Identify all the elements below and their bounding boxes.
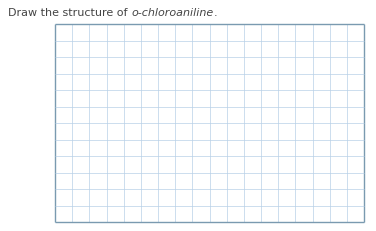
Text: Draw the structure of: Draw the structure of (8, 8, 131, 18)
Text: o-chloroaniline: o-chloroaniline (131, 8, 213, 18)
Text: .: . (213, 8, 217, 18)
